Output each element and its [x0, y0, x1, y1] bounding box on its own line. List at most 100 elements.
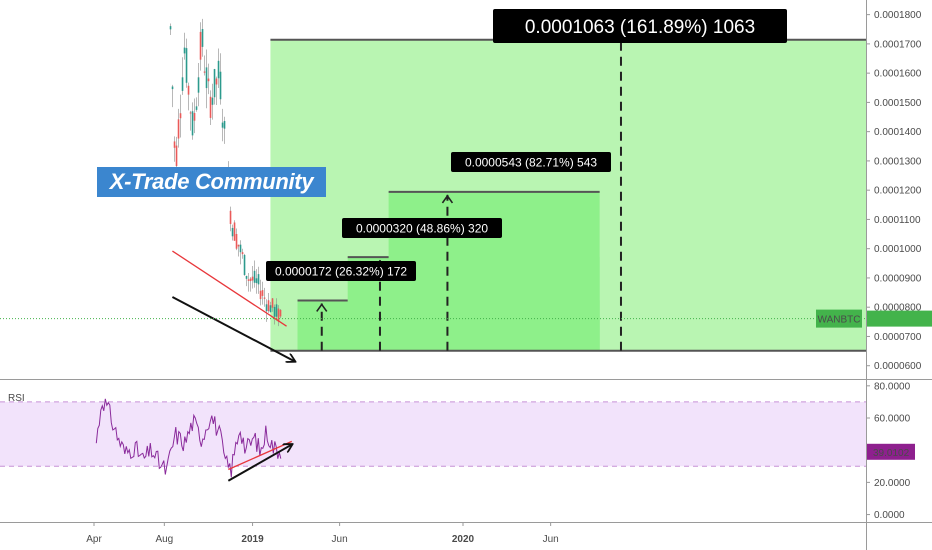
rsi-tick-label: 20.0000 — [874, 478, 911, 489]
time-tick-label: Apr — [86, 534, 102, 545]
time-tick-label: 2020 — [452, 534, 475, 545]
time-tick-label: 2019 — [241, 534, 264, 545]
price-arrow-trendline — [171, 296, 294, 361]
price-candle — [175, 145, 178, 166]
price-candle — [277, 308, 280, 322]
price-candle — [215, 78, 218, 85]
target-label-48-bg — [342, 218, 502, 238]
price-candle — [255, 278, 258, 284]
price-candle — [179, 113, 182, 119]
price-tick-label: 0.0000700 — [874, 332, 922, 343]
price-tick-label: 0.0001600 — [874, 69, 922, 80]
price-candle — [171, 86, 174, 90]
price-candle — [181, 77, 184, 91]
price-candle — [241, 252, 244, 255]
price-tick-label: 0.0000800 — [874, 303, 922, 314]
rsi-tick-label: 80.0000 — [874, 381, 911, 392]
price-candle — [271, 298, 274, 308]
price-candle — [183, 47, 186, 54]
price-tick-label: 0.0001000 — [874, 244, 922, 255]
rsi-tick-label: 60.0000 — [874, 414, 911, 425]
price-candle — [257, 274, 260, 285]
price-tick-label: 0.0000600 — [874, 361, 922, 372]
price-candle — [251, 276, 254, 281]
price-candle — [247, 279, 250, 281]
price-resistance-trendline — [172, 250, 287, 327]
price-candle — [187, 85, 190, 95]
target-zone-82 — [388, 191, 600, 351]
price-tick-label: 0.0001300 — [874, 156, 922, 167]
price-candle — [269, 305, 272, 313]
time-tick-label: Jun — [543, 534, 559, 545]
price-tick-label: 0.0001800 — [874, 10, 922, 21]
price-candle — [253, 270, 256, 283]
price-candle — [273, 306, 276, 317]
target-label-26-bg — [266, 261, 416, 281]
symbol-tag-bg — [816, 309, 862, 328]
watermark-label: X-Trade Community — [97, 167, 326, 197]
price-candle — [237, 244, 240, 247]
target-label-48: 0.0000320 (48.86%) 320 — [356, 222, 488, 236]
price-candle — [189, 112, 192, 114]
price-candle — [191, 111, 194, 136]
rsi-band — [0, 401, 866, 467]
price-candle — [243, 254, 246, 275]
price-candle — [207, 78, 210, 82]
price-candle — [245, 275, 248, 279]
price-tick-label: 0.0000900 — [874, 273, 922, 284]
price-candle — [169, 26, 172, 30]
price-candle — [239, 244, 242, 253]
price-candle — [199, 31, 202, 60]
price-candle — [177, 119, 180, 139]
price-candle — [221, 122, 224, 128]
price-candle — [201, 29, 204, 47]
time-tick-label: Jun — [332, 534, 348, 545]
symbol-tag: WANBTC — [818, 315, 861, 326]
rsi-arrow-trendline — [227, 445, 291, 482]
target-label-26: 0.0000172 (26.32%) 172 — [275, 265, 407, 279]
price-candle — [263, 297, 266, 299]
price-candle — [209, 96, 212, 118]
target-label-161-bg — [493, 9, 787, 43]
price-candle — [231, 227, 234, 237]
time-tick-label: Aug — [155, 534, 173, 545]
price-candle — [223, 121, 226, 129]
price-candle — [195, 106, 198, 110]
price-tick-label: 0.0001200 — [874, 186, 922, 197]
price-candle — [205, 67, 208, 89]
rsi-value-tag: 39.0102 — [873, 448, 910, 459]
rsi-title: RSI — [8, 393, 25, 404]
price-candle — [185, 48, 188, 83]
target-label-82-bg — [451, 152, 611, 172]
price-candle — [261, 290, 264, 296]
target-arrow-head — [441, 194, 454, 204]
rsi-value-tag-bg — [867, 443, 915, 460]
price-candle — [233, 222, 236, 241]
target-arrow-head — [316, 303, 328, 312]
target-label-82: 0.0000543 (82.71%) 543 — [465, 156, 597, 170]
price-candle — [219, 71, 222, 100]
price-candle — [249, 278, 252, 282]
price-candle — [235, 233, 238, 249]
price-candle — [211, 97, 214, 105]
price-candle — [193, 112, 196, 121]
price-candle — [259, 290, 262, 300]
rsi-tick-label: 0.0000 — [874, 510, 905, 521]
price-tick-label: 0.0001100 — [874, 215, 921, 226]
price-candle — [217, 60, 220, 79]
rsi-line — [95, 398, 282, 478]
price-tick-label: 0.0001700 — [874, 39, 922, 50]
price-candle — [173, 141, 176, 148]
price-candle — [229, 210, 232, 224]
last-price-tag-bg — [867, 310, 932, 327]
price-candle — [197, 77, 200, 93]
price-tick-label: 0.0001500 — [874, 98, 922, 109]
price-candle — [265, 304, 268, 312]
target-label-161: 0.0001063 (161.89%) 1063 — [525, 17, 755, 38]
rsi-support-trendline — [228, 440, 293, 471]
price-candle — [203, 71, 206, 73]
price-candle — [267, 300, 270, 312]
rsi-pane — [0, 398, 866, 482]
price-candle — [275, 304, 278, 317]
